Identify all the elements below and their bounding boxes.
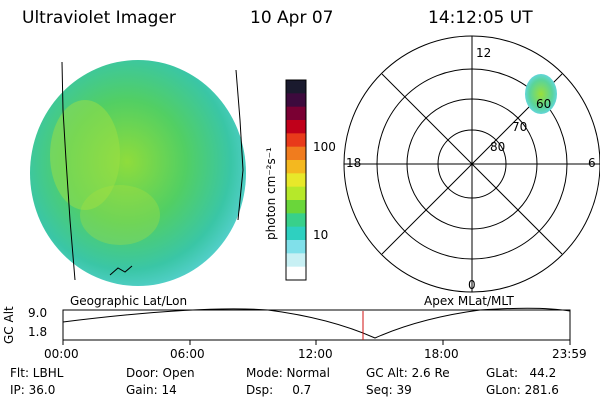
- time-tick-1200: 12:00: [298, 347, 333, 361]
- status-door: Door: Open: [126, 366, 195, 380]
- coastline-south: [109, 265, 133, 276]
- colorbar-band: [286, 160, 306, 174]
- time-tick-2359: 23:59: [552, 347, 587, 361]
- date-label: 10 Apr 07: [250, 8, 334, 28]
- status-gain: Gain: 14: [126, 383, 177, 397]
- mlt-label-12: 12: [476, 46, 492, 60]
- colorbar-band: [286, 240, 306, 254]
- mlt-label-0: 0: [468, 278, 476, 292]
- colorbar-band: [286, 186, 306, 201]
- colorbar-band: [286, 93, 306, 108]
- time-tick-0600: 06:00: [170, 347, 205, 361]
- colorbar-band: [286, 80, 306, 94]
- auroral-blob: [525, 74, 557, 114]
- colorbar-band: [286, 253, 306, 268]
- geographic-label: Geographic Lat/Lon: [70, 294, 188, 308]
- colorbar-band: [286, 146, 306, 161]
- status-gc-alt: GC Alt: 2.6 Re: [366, 366, 450, 380]
- alt-tick-1-8: 1.8: [28, 325, 48, 339]
- app-title: Ultraviolet Imager: [22, 8, 176, 28]
- altitude-plot: [62, 307, 571, 345]
- time-tick-1800: 18:00: [424, 347, 459, 361]
- colorbar-unit-label: photon cm⁻²s⁻¹: [264, 147, 278, 240]
- status-ip: IP: 36.0: [10, 383, 56, 397]
- alt-tick-9: 9.0: [28, 306, 48, 320]
- colorbar-band: [286, 173, 306, 188]
- colorbar: [286, 80, 306, 281]
- colorbar-band: [286, 226, 306, 241]
- lat-label-60: 60: [536, 97, 552, 111]
- status-dsp: Dsp: 0.7: [246, 383, 312, 397]
- uv-earth-disk: [30, 60, 246, 286]
- colorbar-band: [286, 133, 306, 148]
- status-filter: Flt: LBHL: [10, 366, 64, 380]
- colorbar-band: [286, 213, 306, 228]
- mlt-label-6: 6: [588, 156, 596, 170]
- coastline-east: [235, 69, 244, 221]
- mlt-label-18: 18: [346, 156, 362, 170]
- apex-label: Apex MLat/MLT: [424, 294, 514, 308]
- status-glon: GLon: 281.6: [486, 383, 559, 397]
- gc-alt-axis-label: GC Alt: [2, 306, 16, 344]
- status-seq: Seq: 39: [366, 383, 412, 397]
- time-tick-0000: 00:00: [44, 347, 79, 361]
- polar-plot: [343, 35, 600, 293]
- colorbar-tick-10: 10: [313, 228, 329, 242]
- colorbar-band: [286, 106, 306, 121]
- lat-label-70: 70: [512, 120, 528, 134]
- time-label: 14:12:05 UT: [428, 8, 533, 28]
- status-glat: GLat: 44.2: [486, 366, 557, 380]
- colorbar-band: [286, 266, 306, 281]
- coastline-west: [61, 61, 76, 281]
- lat-label-80: 80: [490, 140, 506, 154]
- colorbar-band: [286, 120, 306, 134]
- colorbar-band: [286, 200, 306, 214]
- status-mode: Mode: Normal: [246, 366, 330, 380]
- colorbar-tick-100: 100: [313, 140, 336, 154]
